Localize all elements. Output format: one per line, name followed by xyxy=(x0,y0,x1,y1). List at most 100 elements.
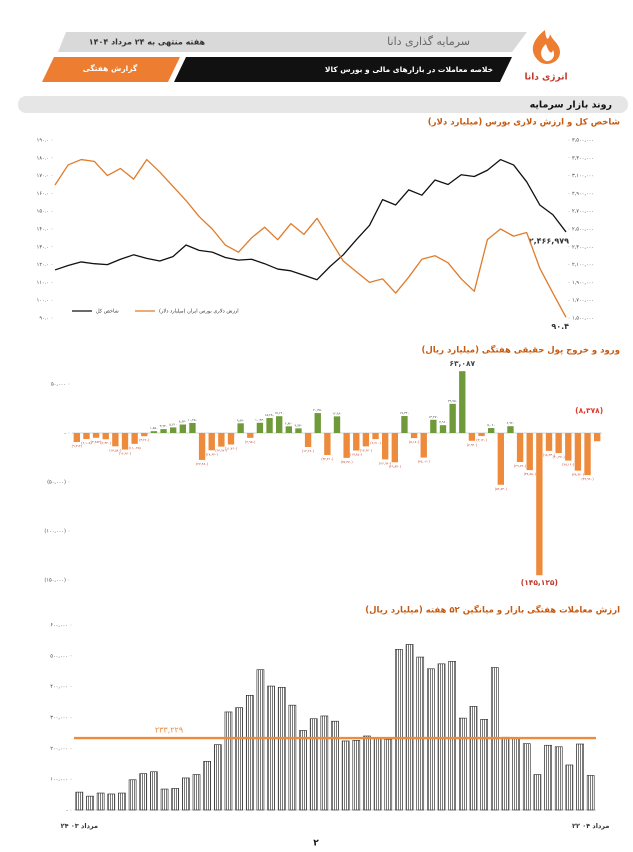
bar xyxy=(574,433,582,471)
bar xyxy=(170,427,177,433)
bar xyxy=(128,779,137,811)
bar xyxy=(362,433,370,447)
bar xyxy=(245,694,254,811)
bar xyxy=(208,433,215,451)
bar xyxy=(341,740,350,811)
y-tick-label: ۶۰۰,۰۰۰ xyxy=(50,623,68,629)
y-tick-label: ۲,۹۰۰,۰۰۰ xyxy=(572,191,594,197)
series-line xyxy=(54,158,567,318)
y-tick-label: - xyxy=(64,431,66,437)
bar xyxy=(266,418,273,433)
bar xyxy=(507,426,514,433)
bar xyxy=(384,739,393,811)
bar xyxy=(405,644,414,811)
y-tick-label: ۱,۵۰۰,۰۰۰ xyxy=(572,316,594,322)
data-label: ۶,۹۴۰ xyxy=(507,421,515,425)
data-label: (۲۹,۸۷۰) xyxy=(389,464,401,468)
y-tick-label: ۲,۳۰۰,۰۰۰ xyxy=(572,244,594,250)
bar xyxy=(526,433,533,471)
data-label: ۸,۶۳۰ xyxy=(179,420,187,424)
data-label: (۳,۲۶۰) xyxy=(139,438,149,442)
subtitle-band xyxy=(174,57,512,82)
bar xyxy=(343,433,350,458)
bar xyxy=(459,717,467,811)
y-tick-label: (۱۰۰,۰۰۰) xyxy=(44,529,66,535)
bar xyxy=(235,707,243,811)
data-label: (۱۷,۶۳۰) xyxy=(206,452,218,456)
data-label: (۱۳,۶۴۰) xyxy=(360,448,372,452)
bar xyxy=(131,433,138,444)
logo-text: انرژی دانا xyxy=(524,73,567,83)
data-label: (۱۱,۷۶۰) xyxy=(225,447,237,451)
data-label: (۶,۱۰۵) xyxy=(81,441,91,445)
bar xyxy=(314,413,321,433)
y-tick-label: ۱۴۰.۰ xyxy=(37,227,49,233)
data-label: (۱۸,۲۳۰) xyxy=(543,453,555,457)
bar xyxy=(449,403,456,433)
bar xyxy=(83,433,90,439)
section-band xyxy=(18,96,628,113)
bar xyxy=(333,416,341,433)
data-label: ۳,۹۴۰ xyxy=(160,424,168,428)
bar xyxy=(320,715,329,811)
bar xyxy=(237,423,244,433)
bar xyxy=(118,792,126,811)
data-label: (۲۵,۰۶۰) xyxy=(418,460,430,464)
data-label: (۲۰,۴۷۰) xyxy=(553,455,565,459)
y-tick-label: ۲,۷۰۰,۰۰۰ xyxy=(572,209,594,215)
y-tick-label: ۵۰,۰۰۰ xyxy=(51,382,66,388)
bar xyxy=(150,771,158,811)
bar xyxy=(160,788,169,811)
y-tick-label: ۳,۳۰۰,۰۰۰ xyxy=(572,155,594,161)
bar xyxy=(304,433,312,447)
bar xyxy=(331,720,339,811)
y-tick-label: (۵۰,۰۰۰) xyxy=(47,480,66,486)
average-label: ۲۳۳,۲۲۹ xyxy=(155,726,183,735)
y-tick-label: ۱۲۰.۰ xyxy=(37,262,49,268)
y-tick-label: ۱۷۰.۰ xyxy=(37,173,49,179)
bar xyxy=(459,371,466,433)
data-label: (۱۳,۹۲۰) xyxy=(215,449,227,453)
y-tick-label: ۴۰۰,۰۰۰ xyxy=(50,684,68,690)
report-date: هفته منتهی به ۲۴ مرداد ۱۴۰۴ xyxy=(89,38,206,47)
data-label: ۲۹,۷۵۰ xyxy=(448,399,458,403)
chart-title: ورود و خروج پول حقیقی هفتگی (میلیارد ریا… xyxy=(421,345,620,356)
bar xyxy=(214,744,222,811)
bar xyxy=(352,740,361,811)
logo: انرژی دانا xyxy=(524,30,568,83)
bar xyxy=(285,426,292,433)
bar xyxy=(227,433,235,445)
y-tick-label: ۱۵۰.۰ xyxy=(37,209,49,215)
bar xyxy=(189,422,196,433)
y-tick-label: ۲,۵۰۰,۰۰۰ xyxy=(572,227,594,233)
bar xyxy=(382,433,389,460)
bar xyxy=(469,706,478,811)
bar xyxy=(373,738,382,811)
bar xyxy=(141,433,148,437)
data-label: ۹۰.۴ xyxy=(551,322,569,331)
bar xyxy=(247,433,254,438)
data-label: (۲۶,۹۴۰) xyxy=(379,461,391,465)
data-label: ۱۵,۲۸۰ xyxy=(265,413,275,417)
bar xyxy=(192,774,201,811)
data-label: (۲۲,۴۱۰) xyxy=(321,457,333,461)
bar xyxy=(309,718,318,811)
bar xyxy=(416,656,425,811)
bar xyxy=(576,743,584,811)
y-tick-label: ۳۰۰,۰۰۰ xyxy=(50,715,68,721)
bar xyxy=(182,777,190,811)
bar xyxy=(73,433,80,443)
y-tick-label: ۱۹۰.۰ xyxy=(37,138,49,144)
y-tick-label: ۹۰.۰ xyxy=(39,316,49,322)
bar xyxy=(555,433,562,454)
y-tick-label: ۵۰۰,۰۰۰ xyxy=(50,653,68,659)
legend-label: شاخص کل xyxy=(96,309,119,315)
bar xyxy=(533,774,542,811)
bar xyxy=(288,704,297,811)
bar xyxy=(160,429,167,433)
data-label: ۶۳,۰۸۷ xyxy=(449,359,475,368)
data-label: (۱۱,۰۴۵) xyxy=(129,446,141,450)
bar xyxy=(420,433,427,458)
data-label: ۱۰,۲۵۰ xyxy=(188,418,198,422)
